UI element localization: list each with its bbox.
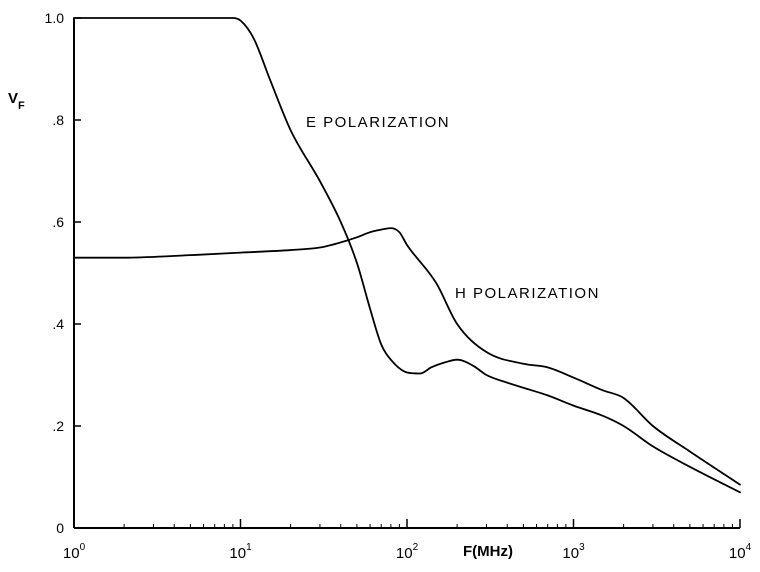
x-tick-label: 104: [729, 542, 752, 562]
y-tick-label: 0: [56, 520, 64, 536]
x-tick-label-exponent: 4: [746, 542, 752, 553]
annotation-e-polarization: E POLARIZATION: [306, 114, 450, 131]
plot-frame: [73, 18, 740, 529]
y-axis-title-main: V: [8, 90, 18, 107]
x-tick-label-base: 10: [562, 545, 579, 562]
annotation-h-polarization: H POLARIZATION: [455, 285, 600, 302]
series-layer: [73, 17, 741, 494]
x-tick-label-base: 10: [229, 545, 246, 562]
y-tick-label: .2: [52, 418, 64, 434]
y-axis-title-subscript: F: [18, 100, 25, 112]
h-polarization-line: [73, 227, 741, 486]
x-tick-label: 103: [562, 542, 585, 562]
x-tick-label-exponent: 3: [579, 542, 585, 553]
y-ticks: 0 .2 .4 .6 .8 1.0: [45, 10, 81, 536]
x-tick-label-exponent: 1: [246, 542, 252, 553]
x-tick-label: 102: [396, 542, 419, 562]
x-axis-title: F(MHz): [463, 543, 513, 560]
y-axis-title: VF: [8, 90, 25, 112]
x-tick-label-base: 10: [63, 545, 80, 562]
y-tick-label: 1.0: [45, 10, 65, 26]
y-tick-label: .6: [52, 214, 64, 230]
y-tick-label: .8: [52, 112, 64, 128]
x-tick-label-exponent: 0: [80, 542, 86, 553]
x-tick-label-base: 10: [729, 545, 746, 562]
x-tick-label-exponent: 2: [413, 542, 419, 553]
e-polarization-line: [73, 17, 741, 494]
x-tick-label: 101: [229, 542, 252, 562]
x-tick-label-base: 10: [396, 545, 413, 562]
y-tick-label: .4: [52, 316, 64, 332]
x-ticks: 100 101 102 103 104: [63, 519, 752, 562]
x-tick-label: 100: [63, 542, 86, 562]
